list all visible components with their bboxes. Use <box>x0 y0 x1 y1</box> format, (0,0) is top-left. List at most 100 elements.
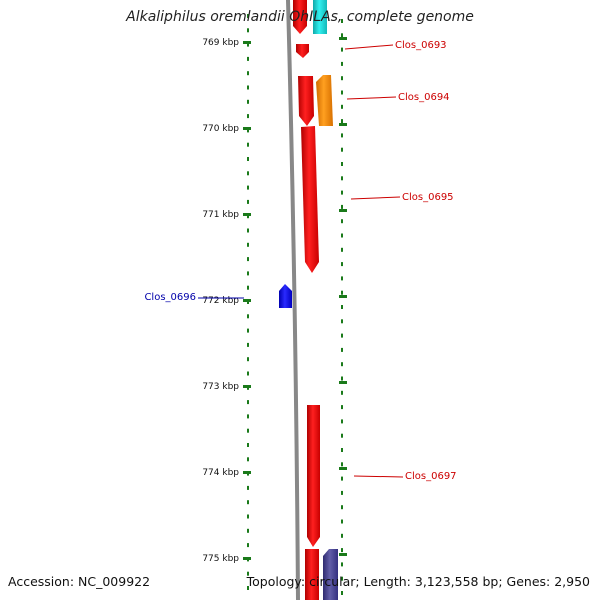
minor-tick-right <box>341 390 343 395</box>
accession-text: Accession: NC_009922 <box>8 574 151 589</box>
minor-tick-left <box>247 328 249 333</box>
minor-tick-left <box>247 199 249 204</box>
topology-summary: Topology: circular; Length: 3,123,558 bp… <box>246 574 590 589</box>
minor-tick-right <box>341 505 343 510</box>
gene-label[interactable]: Clos_0693 <box>395 40 447 51</box>
minor-tick-right <box>341 133 343 138</box>
minor-tick-left <box>247 214 249 219</box>
gene-clos-0693[interactable] <box>296 44 309 58</box>
gene-label[interactable]: Clos_0697 <box>405 471 457 482</box>
minor-tick-left <box>247 71 249 76</box>
major-tick-left <box>243 299 251 302</box>
gene-cyan-top[interactable] <box>313 0 327 34</box>
minor-tick-right <box>341 548 343 553</box>
minor-tick-right <box>341 147 343 152</box>
minor-tick-left <box>247 42 249 47</box>
label-leader-line <box>353 475 404 478</box>
minor-tick-left <box>247 128 249 133</box>
minor-tick-left <box>247 228 249 233</box>
minor-tick-right <box>341 576 343 581</box>
gene-label[interactable]: Clos_0695 <box>402 192 454 203</box>
minor-tick-left <box>247 314 249 319</box>
minor-tick-right <box>341 333 343 338</box>
minor-tick-left <box>247 185 249 190</box>
minor-tick-right <box>341 562 343 567</box>
minor-tick-right <box>341 347 343 352</box>
minor-tick-left <box>247 342 249 347</box>
major-tick-left <box>243 127 251 130</box>
major-tick-right <box>339 295 347 298</box>
major-tick-right <box>339 467 347 470</box>
minor-tick-right <box>341 219 343 224</box>
major-tick-right <box>339 553 347 556</box>
minor-tick-left <box>247 528 249 533</box>
minor-tick-right <box>341 162 343 166</box>
tick-label: 769 kbp <box>202 38 239 48</box>
minor-tick-left <box>247 56 249 61</box>
minor-tick-right <box>341 190 343 195</box>
minor-tick-right <box>341 61 343 66</box>
minor-tick-left <box>247 271 249 276</box>
map-title: Alkaliphilus oremlandii OhILAs, complete… <box>126 9 474 25</box>
minor-tick-right <box>341 462 343 467</box>
minor-tick-left <box>247 428 249 433</box>
minor-tick-left <box>247 157 249 161</box>
gene-red-bottom[interactable] <box>305 549 319 600</box>
minor-tick-left <box>247 357 249 362</box>
minor-tick-left <box>247 514 249 519</box>
tick-label: 773 kbp <box>202 382 239 392</box>
minor-tick-right <box>341 591 343 595</box>
minor-tick-right <box>341 476 343 481</box>
minor-tick-right <box>341 33 343 38</box>
minor-tick-left <box>247 28 249 33</box>
minor-tick-left <box>247 142 249 147</box>
minor-tick-left <box>247 586 249 590</box>
gene-label[interactable]: Clos_0696 <box>144 292 196 303</box>
major-tick-right <box>339 381 347 384</box>
major-tick-left <box>243 471 251 474</box>
minor-tick-right <box>341 204 343 209</box>
gene-purple-bottom[interactable] <box>323 549 338 600</box>
minor-tick-right <box>341 433 343 438</box>
tick-label: 775 kbp <box>202 554 239 564</box>
gene-label[interactable]: Clos_0694 <box>398 92 450 103</box>
tick-label: 772 kbp <box>202 296 239 306</box>
gene-labels: Clos_0693 Clos_0694 Clos_0695 Clos_0696 Clos… <box>144 40 456 482</box>
minor-tick-left <box>247 500 249 505</box>
tick-label: 774 kbp <box>202 468 239 478</box>
tick-label: 770 kbp <box>202 124 239 134</box>
minor-tick-left <box>247 242 249 247</box>
major-tick-right <box>339 209 347 212</box>
minor-tick-right <box>341 319 343 324</box>
minor-tick-left <box>247 285 249 290</box>
minor-tick-right <box>341 490 343 495</box>
minor-tick-right <box>341 362 343 367</box>
gene-clos-0695[interactable] <box>301 126 319 273</box>
minor-tick-left <box>247 443 249 447</box>
minor-tick-left <box>247 371 249 376</box>
minor-tick-left <box>247 99 249 104</box>
tick-label: 771 kbp <box>202 210 239 220</box>
minor-tick-left <box>247 85 249 90</box>
minor-tick-right <box>341 376 343 381</box>
gene-clos-0697[interactable] <box>307 405 320 547</box>
minor-tick-left <box>247 457 249 462</box>
minor-tick-right <box>341 247 343 252</box>
minor-tick-left <box>247 485 249 490</box>
major-tick-right <box>339 123 347 126</box>
gene-red-top[interactable] <box>293 0 307 34</box>
gene-features <box>279 0 338 600</box>
gene-clos-0696[interactable] <box>279 284 292 308</box>
minor-tick-right <box>341 90 343 95</box>
minor-tick-left <box>247 257 249 262</box>
minor-tick-left <box>247 400 249 405</box>
minor-tick-right <box>341 47 343 52</box>
major-tick-left <box>243 385 251 388</box>
minor-tick-right <box>341 119 343 124</box>
gene-orange[interactable] <box>316 75 333 126</box>
minor-tick-left <box>247 171 249 176</box>
gene-clos-0694[interactable] <box>298 76 314 126</box>
minor-tick-right <box>341 448 343 452</box>
label-leader-line <box>344 44 394 50</box>
